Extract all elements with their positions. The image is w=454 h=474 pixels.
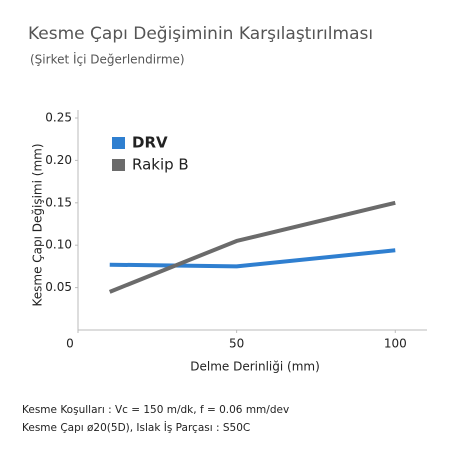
legend-label: Rakip B	[132, 156, 189, 174]
note: Kesme Çapı ø20(5D), Islak İş Parçası : S…	[22, 421, 250, 434]
x-axis-label: Delme Derinliği (mm)	[190, 360, 320, 374]
chart-title: Kesme Çapı Değişiminin Karşılaştırılması	[28, 24, 373, 44]
y-axis-label: Kesme Çapı Değişimi (mm)	[31, 143, 45, 306]
chart-subtitle: (Şirket İçi Değerlendirme)	[30, 52, 185, 67]
series-line	[108, 200, 396, 294]
x-tick-label: 50	[229, 337, 244, 351]
y-tick-label: 0.05	[45, 280, 72, 294]
y-tick-label: 0.10	[45, 238, 72, 252]
x-tick-label: 0	[66, 337, 74, 351]
x-tick-label: 100	[384, 337, 407, 351]
y-tick-label: 0.15	[45, 195, 72, 209]
legend-swatch	[112, 159, 125, 171]
legend-swatch	[112, 137, 125, 149]
y-tick-label: 0.25	[45, 111, 72, 125]
legend-label: DRV	[132, 134, 168, 152]
note: Kesme Koşulları : Vc = 150 m/dk, f = 0.0…	[22, 404, 289, 416]
series-line	[109, 248, 396, 269]
y-tick-label: 0.20	[45, 153, 72, 167]
